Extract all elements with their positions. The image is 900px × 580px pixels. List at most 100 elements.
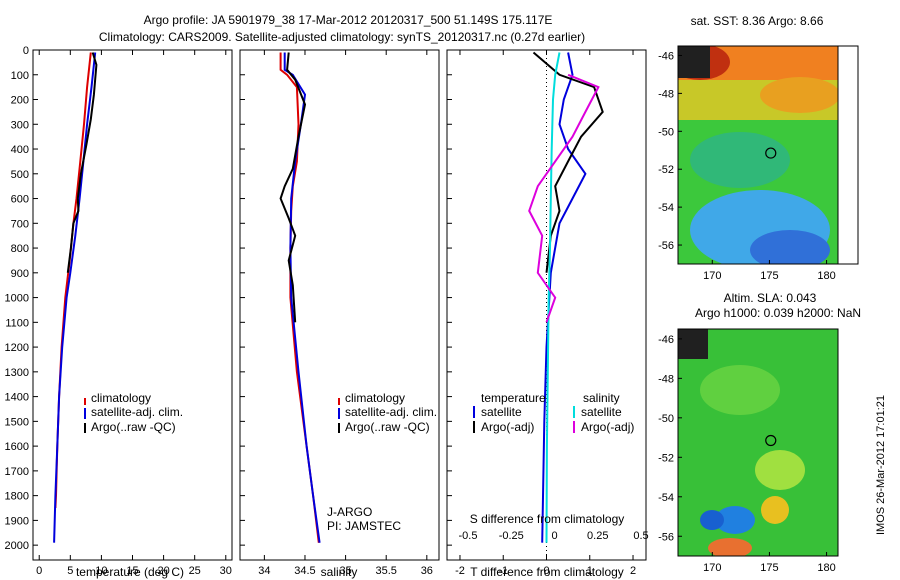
y-tick-label: 1000 bbox=[5, 293, 29, 305]
x-tick-label-secondary: 0.25 bbox=[587, 530, 608, 542]
map-y-tick-label: -56 bbox=[658, 531, 674, 543]
sst-warm-patch bbox=[760, 77, 838, 113]
series-line-satellite-adj-clim- bbox=[283, 52, 321, 543]
x-tick-label: -2 bbox=[455, 565, 465, 577]
argo-location-marker bbox=[765, 434, 777, 447]
y-tick-label: 300 bbox=[11, 119, 29, 131]
x-tick-label: 34 bbox=[258, 565, 270, 577]
x-tick-label-secondary: 0 bbox=[551, 530, 557, 542]
legend-label-t-satellite: satellite bbox=[481, 405, 522, 419]
temperature-axes-frame bbox=[32, 49, 233, 561]
x-tick-label-secondary: -0.25 bbox=[499, 530, 524, 542]
series-line-t-argo-adj- bbox=[532, 51, 604, 273]
x-tick-label: -1 bbox=[498, 565, 508, 577]
sla-patch-2 bbox=[755, 450, 805, 490]
legend-label-climatology: climatology bbox=[345, 391, 405, 405]
series-line-argo-raw-qc- bbox=[279, 52, 307, 323]
series-line-s-argo-adj- bbox=[528, 73, 600, 323]
series-line-t-satellite bbox=[541, 52, 587, 543]
y-tick-label: 0 bbox=[23, 45, 29, 57]
y-tick-label: 100 bbox=[11, 70, 29, 82]
x-tick-label: 25 bbox=[189, 565, 201, 577]
map-y-tick-label: -54 bbox=[658, 492, 674, 504]
x-tick-label: 34.5 bbox=[294, 565, 315, 577]
legend-header-temperature: temperature bbox=[481, 391, 546, 405]
legend-label-s-satellite: satellite bbox=[581, 405, 622, 419]
y-tick-label: 2000 bbox=[5, 540, 29, 552]
x-tick-label-secondary: -0.5 bbox=[458, 530, 477, 542]
sla-land-mask bbox=[678, 329, 708, 359]
x-tick-label: 36 bbox=[421, 565, 433, 577]
y-tick-label: 900 bbox=[11, 268, 29, 280]
argo-location-marker bbox=[765, 147, 777, 159]
salinity-panel: 34 34.5 35 35.5 36 salinity climatology sate… bbox=[239, 49, 440, 579]
sst-cool-patch bbox=[690, 132, 790, 188]
salinity-axes-frame bbox=[239, 49, 440, 561]
y-tick-label: 1300 bbox=[5, 367, 29, 379]
x-tick-label: 35 bbox=[339, 565, 351, 577]
map-x-tick-label: 170 bbox=[703, 562, 721, 574]
y-tick-label: 1900 bbox=[5, 515, 29, 527]
side-label: IMOS 26-Mar-2012 17:01:21 bbox=[875, 395, 887, 535]
x-tick-label: 1 bbox=[587, 565, 593, 577]
y-tick-label: 400 bbox=[11, 144, 29, 156]
salinity-legend: climatology satellite-adj. clim. Argo(..… bbox=[338, 391, 437, 434]
legend-label-s-argo: Argo(-adj) bbox=[581, 420, 634, 434]
legend-label-satellite: satellite-adj. clim. bbox=[345, 405, 437, 419]
x-tick-label: 5 bbox=[67, 565, 73, 577]
map-x-tick-label: 180 bbox=[817, 270, 835, 282]
title-line-2: Climatology: CARS2009. Satellite-adjuste… bbox=[99, 30, 585, 44]
title-line-1: Argo profile: JA 5901979_38 17-Mar-2012 … bbox=[144, 13, 553, 27]
sla-low-patch-2 bbox=[700, 510, 724, 530]
y-tick-label: 500 bbox=[11, 169, 29, 181]
sst-map-title: sat. SST: 8.36 Argo: 8.66 bbox=[691, 14, 824, 28]
x-tick-label-secondary: 0.5 bbox=[633, 530, 648, 542]
x-tick-label: 0 bbox=[36, 565, 42, 577]
annotation-j-argo: J-ARGO bbox=[327, 505, 372, 519]
map-y-tick-label: -56 bbox=[658, 240, 674, 252]
sla-map-subtitle: Argo h1000: 0.039 h2000: NaN bbox=[695, 306, 861, 320]
x-tick-label: 2 bbox=[630, 565, 636, 577]
legend-label-t-argo: Argo(-adj) bbox=[481, 420, 534, 434]
series-line-s-satellite bbox=[545, 52, 561, 543]
map-y-tick-label: -54 bbox=[658, 202, 674, 214]
map-x-tick-label: 175 bbox=[760, 270, 778, 282]
map-y-tick-label: -48 bbox=[658, 88, 674, 100]
map-y-tick-label: -50 bbox=[658, 413, 674, 425]
temperature-panel: 0 5 10 15 20 25 300100200300400500600700800900… bbox=[5, 45, 233, 579]
y-tick-label: 1500 bbox=[5, 416, 29, 428]
temperature-xlabel: temperature (deg C) bbox=[76, 565, 184, 579]
sla-map-title: Altim. SLA: 0.043 bbox=[724, 291, 817, 305]
series-line-argo-raw-qc- bbox=[66, 52, 98, 273]
map-x-tick-label: 175 bbox=[760, 562, 778, 574]
sla-map-panel: Altim. SLA: 0.043 Argo h1000: 0.039 h200… bbox=[658, 291, 861, 574]
map-y-tick-label: -48 bbox=[658, 373, 674, 385]
sst-colorbar-frame bbox=[837, 45, 859, 265]
map-y-tick-label: -52 bbox=[658, 164, 674, 176]
sla-map-frame bbox=[677, 328, 839, 557]
y-tick-label: 800 bbox=[11, 243, 29, 255]
map-y-tick-label: -52 bbox=[658, 452, 674, 464]
y-tick-label: 600 bbox=[11, 194, 29, 206]
legend-label-satellite: satellite-adj. clim. bbox=[91, 405, 183, 419]
y-tick-label: 1200 bbox=[5, 342, 29, 354]
y-tick-label: 1100 bbox=[5, 317, 29, 329]
sla-heatmap bbox=[678, 329, 838, 556]
legend-label-argo: Argo(..raw -QC) bbox=[91, 420, 176, 434]
x-tick-label: 10 bbox=[95, 565, 107, 577]
sla-patch-1 bbox=[700, 365, 780, 415]
sla-high-patch-2 bbox=[708, 538, 752, 556]
y-tick-label: 1800 bbox=[5, 491, 29, 503]
x-tick-label: 35.5 bbox=[375, 565, 396, 577]
difference-xlabel-secondary: S difference from climatology bbox=[470, 512, 625, 526]
series-line-climatology bbox=[54, 52, 92, 509]
x-tick-label: 20 bbox=[157, 565, 169, 577]
temperature-legend: climatology satellite-adj. clim. Argo(..… bbox=[84, 391, 183, 434]
sst-coldest-patch bbox=[750, 230, 830, 264]
legend-label-argo: Argo(..raw -QC) bbox=[345, 420, 430, 434]
salinity-xlabel: salinity bbox=[321, 565, 358, 579]
map-x-tick-label: 170 bbox=[703, 270, 721, 282]
y-tick-label: 1700 bbox=[5, 466, 29, 478]
map-y-tick-label: -46 bbox=[658, 334, 674, 346]
